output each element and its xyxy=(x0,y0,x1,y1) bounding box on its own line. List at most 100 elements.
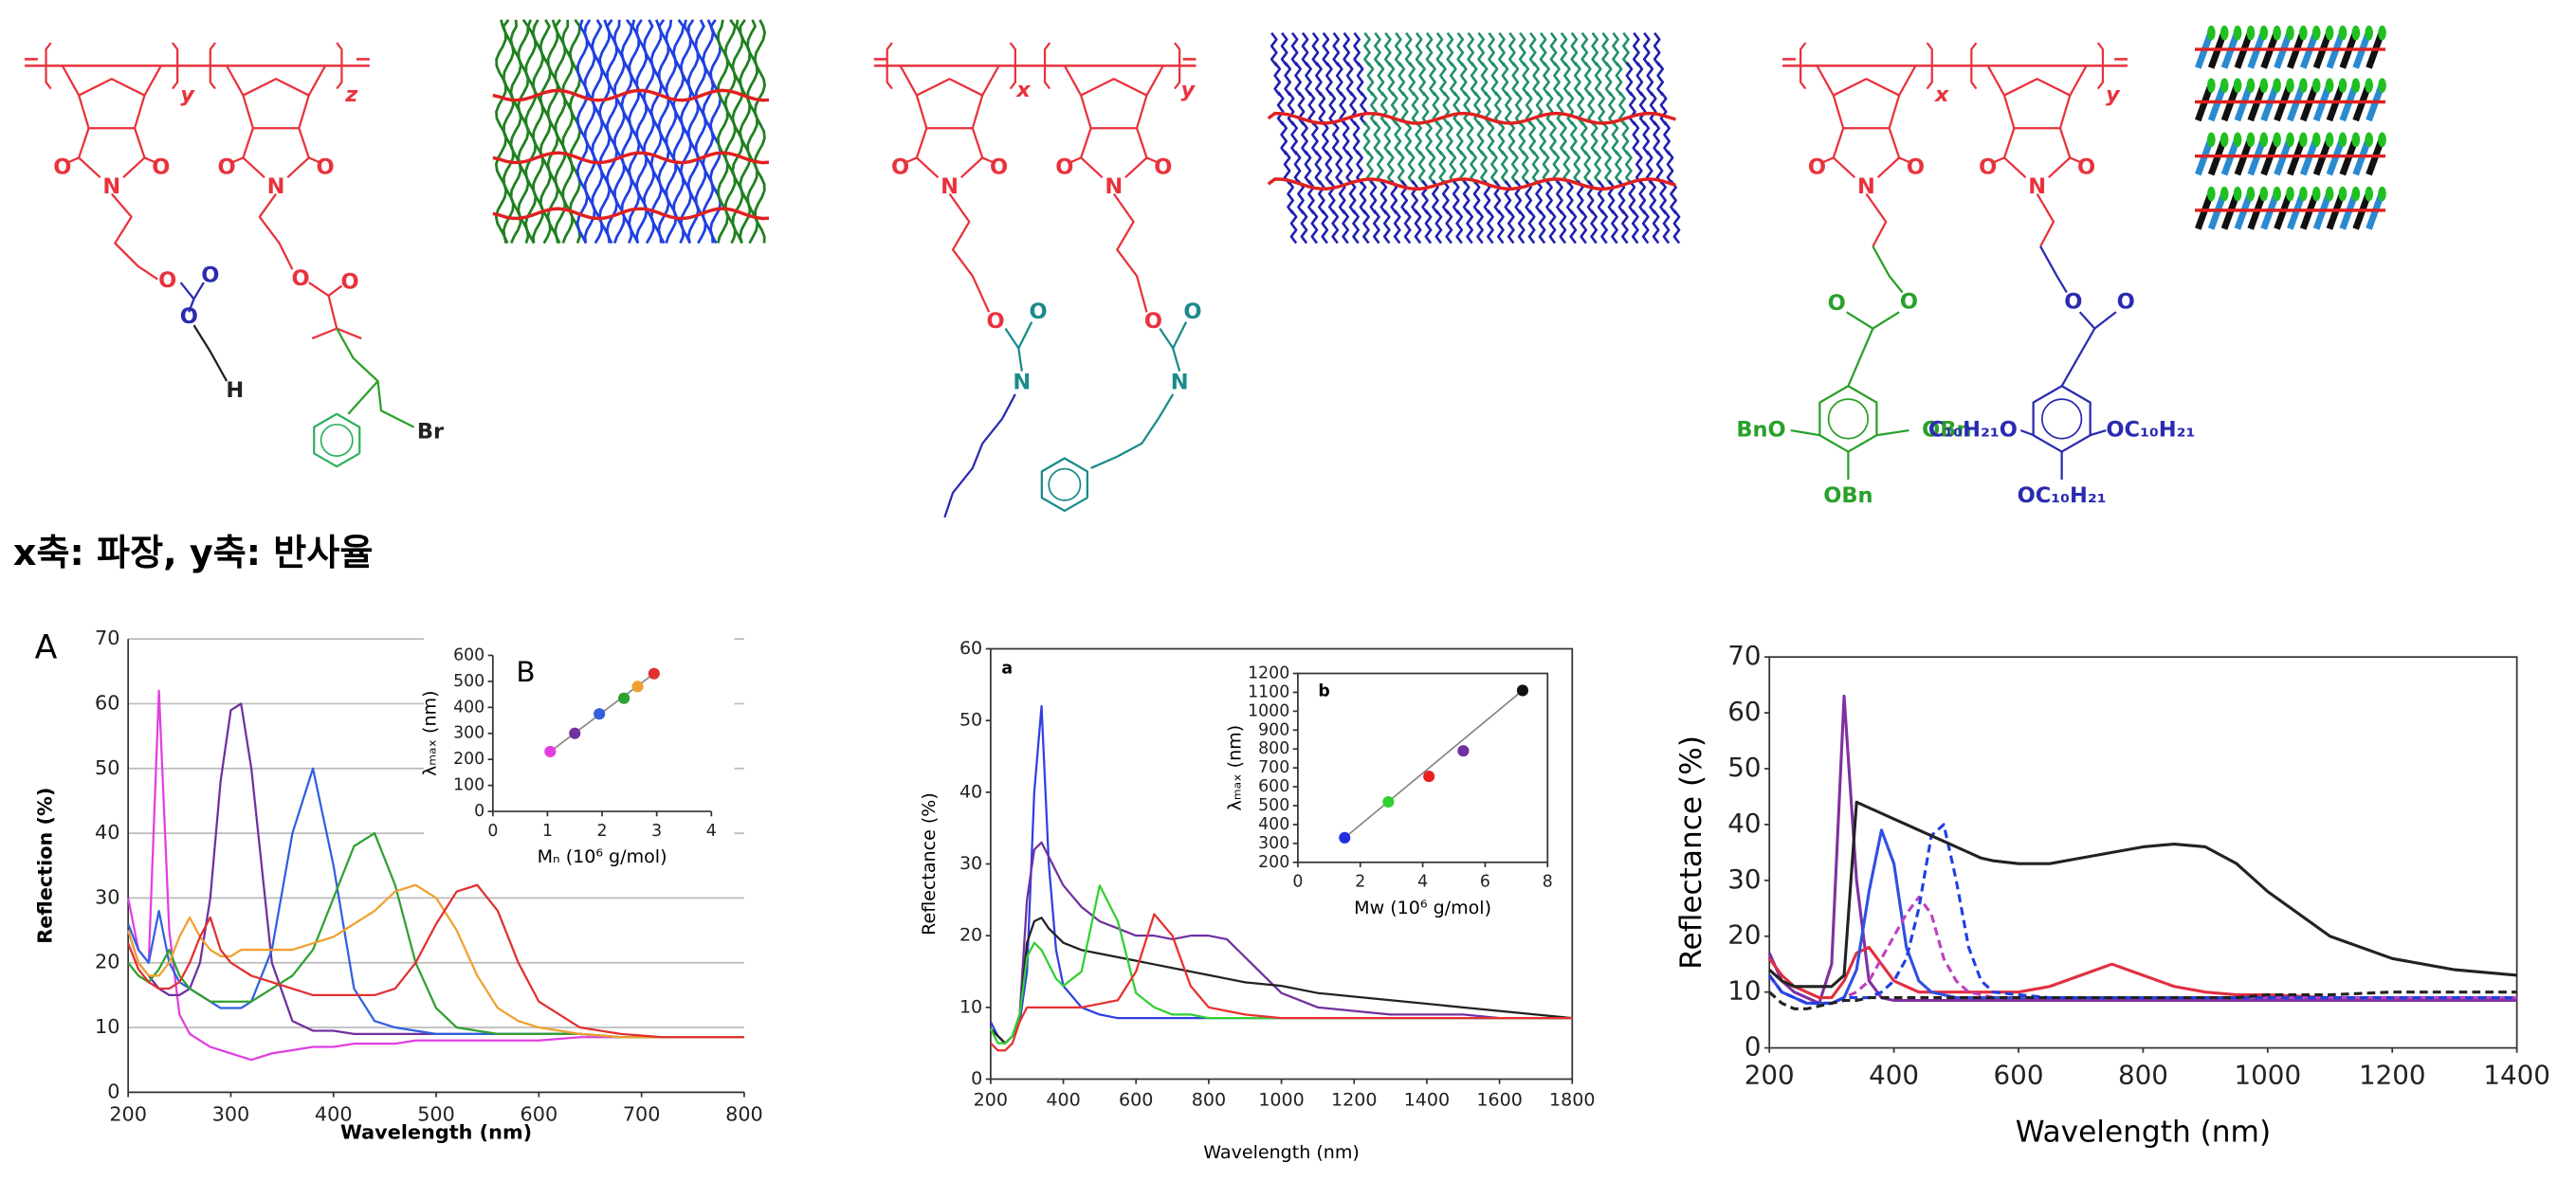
data-line xyxy=(1768,990,2517,1010)
brush-chain xyxy=(1662,209,1671,245)
brush-chain xyxy=(1504,91,1512,126)
brush-chain xyxy=(1487,209,1494,245)
brush-chain xyxy=(1446,31,1454,67)
side-chain-end xyxy=(2259,132,2269,148)
y-tick-label: 300 xyxy=(1258,834,1289,853)
aromatic-circle xyxy=(320,423,354,457)
axis-line xyxy=(491,655,712,812)
bond xyxy=(1159,321,1188,350)
bracket xyxy=(209,42,216,90)
brush-chain xyxy=(1517,209,1526,245)
brush-chain xyxy=(1359,179,1367,215)
side-chain-end xyxy=(2259,78,2269,93)
atom-label: Br xyxy=(417,419,445,444)
brush-chain xyxy=(1500,150,1508,185)
y-tick-label: 900 xyxy=(1258,720,1289,739)
brush-chain xyxy=(1382,209,1391,245)
brush-chain xyxy=(1467,31,1475,67)
brush-chain xyxy=(539,19,552,245)
bracket xyxy=(1970,42,1978,90)
y-tick-label: 1100 xyxy=(1248,682,1289,701)
x-tick-label: 1 xyxy=(542,822,553,841)
brush-chain xyxy=(1559,209,1567,245)
atom-label: O xyxy=(1183,300,1201,324)
side-chain-end xyxy=(2378,132,2386,148)
y-tick-label: 400 xyxy=(453,698,484,717)
x-tick-label: 400 xyxy=(315,1102,353,1125)
atom-label: y xyxy=(180,82,195,107)
bond xyxy=(179,282,205,300)
brush-chain xyxy=(1445,209,1453,245)
bond xyxy=(188,299,195,313)
inset-background xyxy=(424,632,735,862)
bracket xyxy=(1174,42,1181,90)
data-point xyxy=(631,681,644,693)
side-chain-end xyxy=(2259,186,2269,202)
imide-ring xyxy=(2048,127,2072,179)
side-chain-end xyxy=(2351,186,2361,202)
brush-chain xyxy=(1604,62,1613,97)
brush-chain xyxy=(739,19,752,244)
bond xyxy=(981,64,1000,97)
side-chain-end xyxy=(2220,132,2229,148)
brush-chain xyxy=(1403,209,1412,245)
x-tick-label: 1600 xyxy=(1476,1089,1522,1110)
data-point xyxy=(1423,771,1435,783)
atom-label: O xyxy=(53,154,71,179)
y-tick-label: 500 xyxy=(453,672,484,691)
brush-chain xyxy=(709,19,722,245)
brush-chain xyxy=(1548,209,1557,245)
cyclopentane xyxy=(1832,78,1901,130)
data-line xyxy=(1768,800,2517,989)
brush-chain xyxy=(1480,150,1488,185)
atom-label: OC₁₀H₂₁ xyxy=(2018,483,2107,508)
brush-chain xyxy=(1383,120,1392,155)
brush-chain xyxy=(1428,150,1436,185)
data-line xyxy=(990,841,1573,1045)
brush-chain xyxy=(1343,31,1351,67)
brush-chain xyxy=(1539,31,1547,67)
data-line xyxy=(1767,945,2517,1000)
y-tick-label: 600 xyxy=(1258,777,1289,796)
brush-chain xyxy=(1501,62,1509,97)
side-chain-end xyxy=(2273,25,2281,41)
brush-chain xyxy=(1393,209,1401,245)
bond xyxy=(1872,245,1904,294)
brush-chain xyxy=(1322,31,1330,67)
bond xyxy=(2089,428,2107,437)
brush-chain xyxy=(1349,91,1358,126)
side-chain-end xyxy=(2325,132,2334,148)
imide-ring xyxy=(286,127,310,179)
cyclopentane xyxy=(2002,78,2072,130)
brush-chain xyxy=(1583,62,1592,97)
brush-chain xyxy=(1628,91,1636,126)
atom-label: O xyxy=(1979,154,1997,179)
x-tick-label: 0 xyxy=(487,822,498,841)
atom-label: y xyxy=(2106,82,2121,107)
brush-chain xyxy=(1498,31,1506,67)
x-tick-label: 800 xyxy=(725,1102,763,1125)
atom-label: O xyxy=(180,304,198,329)
brush-chain xyxy=(1542,150,1550,185)
x-tick-label: 400 xyxy=(1869,1060,1919,1091)
x-tick-label: 0 xyxy=(1292,873,1303,892)
brush-chain xyxy=(1646,62,1654,97)
imide-ring xyxy=(242,127,265,179)
brush-chain xyxy=(1611,209,1618,245)
side-chain-end xyxy=(2351,132,2361,148)
brush-chain xyxy=(1583,150,1592,185)
brush-chain xyxy=(1487,120,1495,155)
brush-chain xyxy=(1459,62,1468,97)
brush-chain xyxy=(1476,120,1485,155)
brush-chain xyxy=(1511,62,1520,97)
bond xyxy=(1847,328,1874,387)
brush-chain xyxy=(1601,31,1609,67)
brush-chain xyxy=(1663,120,1671,155)
side-chain-end xyxy=(2325,186,2334,202)
brush-chain xyxy=(1425,31,1434,67)
x-tick-label: 1800 xyxy=(1549,1089,1595,1110)
atom-label: N xyxy=(267,174,285,199)
atom-label: O xyxy=(986,309,1004,334)
imide-ring xyxy=(915,127,940,179)
y-tick-label: 70 xyxy=(95,627,119,649)
